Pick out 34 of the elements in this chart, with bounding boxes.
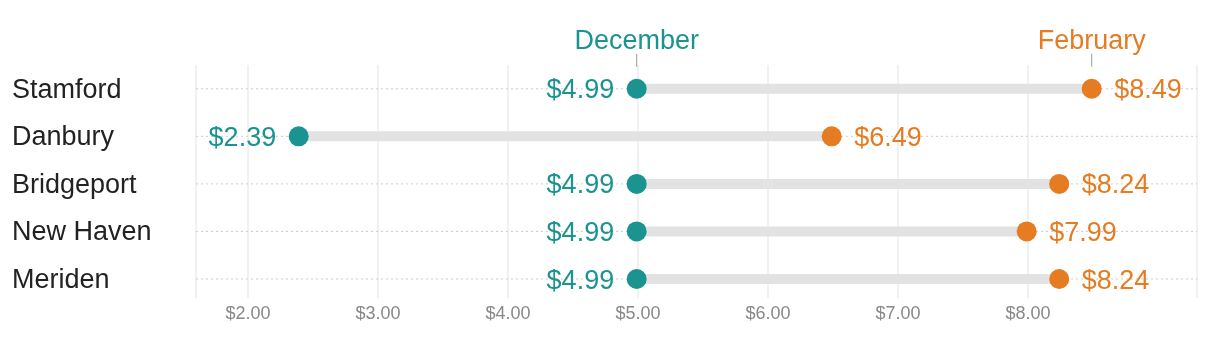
y-tick-label: Danbury — [12, 121, 115, 152]
data-label: $4.99 — [546, 74, 615, 105]
point — [626, 78, 647, 99]
point — [821, 126, 842, 147]
data-label: $8.49 — [1114, 74, 1182, 105]
point — [626, 221, 647, 242]
data-label: $2.39 — [208, 121, 277, 152]
x-tick-label: $3.00 — [355, 302, 401, 323]
x-tick-label: $6.00 — [745, 302, 791, 323]
series-label: December — [574, 24, 699, 55]
point — [626, 268, 647, 289]
data-label: $4.99 — [546, 264, 615, 295]
data-label: $8.24 — [1081, 169, 1150, 200]
x-tick-label: $5.00 — [615, 302, 661, 323]
point — [626, 173, 647, 194]
y-tick-label: New Haven — [12, 216, 152, 247]
x-tick-label: $2.00 — [225, 302, 271, 323]
point — [1049, 173, 1070, 194]
data-label: $8.24 — [1081, 264, 1150, 295]
point — [1016, 221, 1037, 242]
y-tick-label: Meriden — [12, 263, 110, 294]
y-tick-label: Stamford — [12, 73, 122, 104]
x-tick-label: $8.00 — [1005, 302, 1051, 323]
data-label: $4.99 — [546, 217, 615, 248]
point — [1049, 268, 1070, 289]
data-label: $4.99 — [546, 169, 615, 200]
y-tick-label: Bridgeport — [12, 168, 138, 199]
data-label: $6.49 — [854, 121, 922, 152]
series-label: February — [1037, 24, 1147, 55]
point — [288, 126, 309, 147]
x-tick-label: $7.00 — [875, 302, 921, 323]
data-label: $7.99 — [1049, 217, 1117, 248]
x-tick-label: $4.00 — [485, 302, 531, 323]
point — [1081, 78, 1102, 99]
